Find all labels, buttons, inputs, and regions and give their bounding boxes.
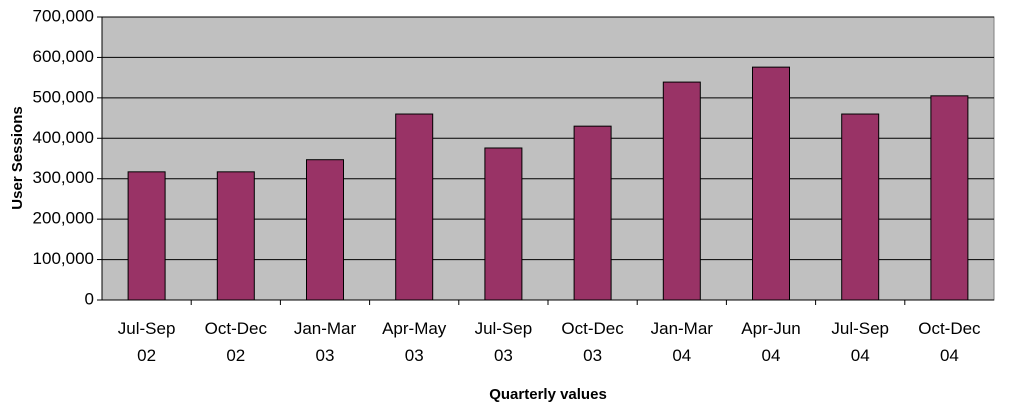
x-tick-label: Oct-Dec 03 [561,319,624,365]
x-tick-label: Jul-Sep 04 [831,319,889,365]
bar [930,95,969,301]
bar [216,171,255,301]
y-tick-label: 500,000 [33,87,94,106]
x-tick-label: Jul-Sep 03 [475,319,533,365]
x-tick-label: Apr-May 03 [382,319,447,365]
y-tick-label: 200,000 [33,209,94,228]
y-tick-label: 400,000 [33,128,94,147]
bar [395,113,434,301]
bar [573,125,612,301]
x-tick-label: Jan-Mar 03 [294,319,357,365]
bar [306,159,344,301]
x-tick-label: Jan-Mar 04 [651,319,714,365]
x-tick-label: Oct-Dec 02 [205,319,268,365]
y-tick-label: 0 [85,289,94,308]
x-axis-title: Quarterly values [489,386,607,403]
bar [127,171,166,301]
y-axis-title: User Sessions [9,106,26,209]
bar [841,113,880,301]
bar [484,147,523,301]
bar [662,81,701,301]
y-tick-label: 300,000 [33,168,94,187]
y-tick-label: 100,000 [33,249,94,268]
x-tick-label: Apr-Jun 04 [741,319,801,365]
y-tick-label: 700,000 [33,6,94,25]
y-tick-label: 600,000 [33,47,94,66]
x-tick-label: Jul-Sep 02 [118,319,176,365]
bar [752,66,790,301]
x-tick-label: Oct-Dec 04 [918,319,981,365]
